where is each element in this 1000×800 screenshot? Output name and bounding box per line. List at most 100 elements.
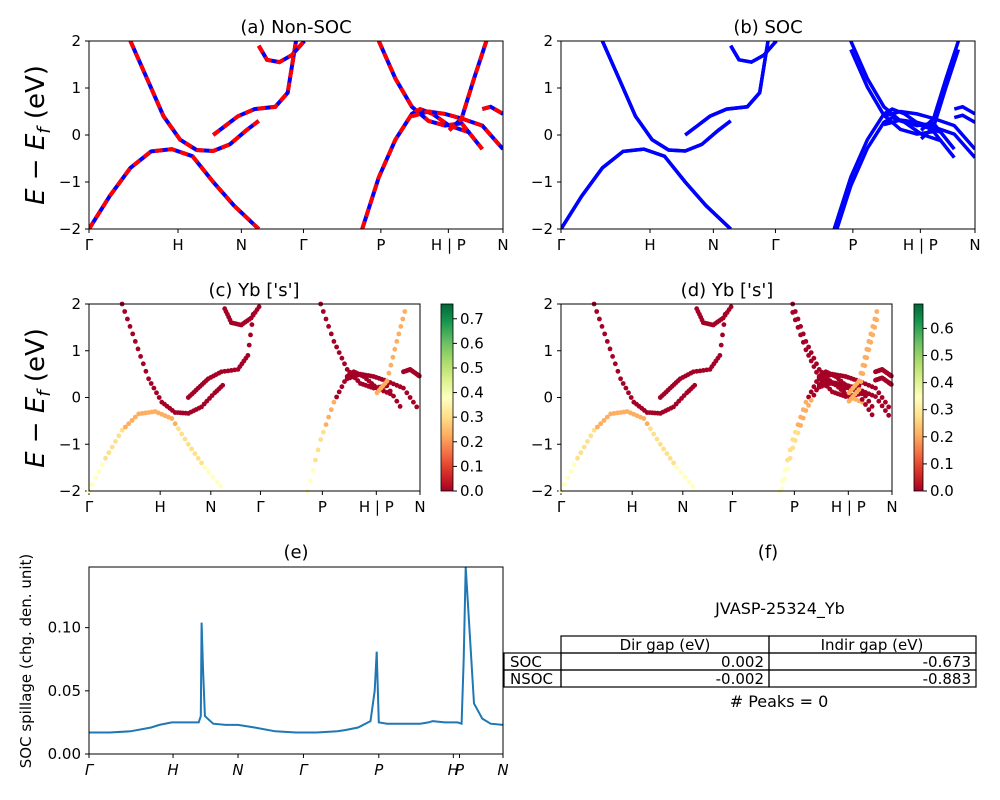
projection-point bbox=[561, 482, 567, 487]
colorbar-tick-label: 0.6 bbox=[460, 334, 484, 352]
x-tick-label: H | P bbox=[431, 236, 466, 254]
x-tick-label: N bbox=[497, 236, 508, 254]
projection-point bbox=[326, 324, 331, 329]
projection-point bbox=[607, 346, 613, 352]
projection-point bbox=[568, 469, 574, 474]
colorbar-tick-label: 0.2 bbox=[930, 428, 954, 446]
projection-point bbox=[182, 436, 188, 442]
projection-point bbox=[858, 379, 864, 384]
soc-band bbox=[729, 41, 778, 64]
projection-point bbox=[402, 309, 408, 314]
projection-point bbox=[123, 424, 128, 430]
panel-b-title: (b) SOC bbox=[733, 17, 802, 38]
projection-point bbox=[387, 388, 393, 394]
y-tick-label: 0.05 bbox=[48, 682, 81, 700]
projection-point bbox=[795, 430, 801, 436]
projection-point bbox=[113, 439, 118, 444]
projection-point bbox=[874, 317, 880, 323]
projection-point bbox=[876, 390, 882, 396]
projection-point bbox=[674, 465, 680, 470]
projection-point bbox=[800, 415, 806, 421]
projection-point bbox=[604, 414, 610, 420]
panel-a-frame bbox=[88, 40, 504, 230]
row-nsoc-label: NSOC bbox=[510, 670, 553, 688]
y-tick-label: 0 bbox=[71, 389, 81, 407]
projection-point bbox=[140, 361, 146, 367]
projection-point bbox=[400, 316, 406, 322]
y-tick-label: 1 bbox=[543, 79, 553, 97]
projection-point bbox=[176, 426, 181, 432]
projection-point bbox=[811, 384, 817, 390]
projection-point bbox=[218, 483, 224, 489]
projection-point bbox=[661, 446, 666, 452]
projection-point bbox=[594, 309, 600, 314]
projection-point bbox=[868, 339, 874, 345]
panel-e-ylabel: SOC spillage (chg. den. unit) bbox=[17, 554, 35, 769]
y-tick-label: 0 bbox=[71, 126, 81, 144]
projection-point bbox=[326, 414, 331, 420]
soc-band bbox=[919, 48, 961, 141]
x-tick-label: H | P bbox=[359, 498, 394, 516]
projection-point bbox=[886, 412, 892, 418]
colorbar-tick-label: 0.5 bbox=[460, 359, 484, 377]
panel-e-frame bbox=[88, 566, 504, 755]
x-tick-label: H bbox=[155, 498, 166, 516]
projection-point bbox=[792, 317, 798, 323]
projection-point bbox=[869, 404, 875, 409]
projection-point bbox=[863, 402, 868, 407]
x-tick-label: Γ bbox=[771, 236, 780, 254]
nonsoc-band bbox=[447, 41, 489, 132]
panel-c-colorbar-ticks: 0.7 0.6 0.5 0.4 0.3 0.2 0.1 0.0 bbox=[453, 310, 484, 500]
projection-point bbox=[320, 309, 326, 314]
projection-point bbox=[143, 368, 149, 374]
projection-point bbox=[595, 424, 600, 430]
header-indir-gap: Indir gap (eV) bbox=[821, 636, 924, 654]
projection-point bbox=[189, 446, 195, 452]
projection-point bbox=[612, 361, 618, 367]
spillage-line bbox=[89, 566, 504, 734]
projection-point bbox=[130, 331, 136, 337]
projection-point bbox=[886, 404, 892, 410]
nonsoc-band-base bbox=[376, 41, 484, 151]
material-id: JVASP-25324_Yb bbox=[714, 599, 845, 619]
soc-band bbox=[684, 41, 770, 137]
gap-table bbox=[503, 635, 977, 688]
panel-e-plot: Γ H N Γ P HP N0.100.050.00 bbox=[48, 566, 509, 779]
projection-point bbox=[879, 403, 885, 409]
nonsoc-band bbox=[411, 109, 503, 151]
x-tick-label: P bbox=[848, 236, 857, 254]
projection-point bbox=[601, 418, 607, 423]
panel-d-colorbar bbox=[913, 303, 924, 492]
projection-point bbox=[404, 390, 410, 396]
projection-point bbox=[401, 385, 406, 391]
projection-point bbox=[336, 350, 342, 355]
projection-point bbox=[116, 433, 122, 439]
y-tick-label: 0.10 bbox=[48, 619, 81, 637]
projection-point bbox=[667, 455, 673, 461]
projection-point bbox=[623, 385, 629, 391]
x-tick-label: H bbox=[644, 236, 655, 254]
x-tick-label: H bbox=[167, 761, 178, 779]
projection-point bbox=[798, 423, 803, 428]
projection-point bbox=[342, 361, 347, 367]
row-soc-dir: 0.002 bbox=[721, 653, 764, 671]
colorbar-tick-label: 0.3 bbox=[460, 408, 484, 426]
projection-point bbox=[331, 339, 337, 344]
x-tick-label: Γ bbox=[85, 761, 95, 779]
y-tick-label: −1 bbox=[59, 435, 81, 453]
panel-b-frame bbox=[560, 40, 976, 230]
projection-point bbox=[588, 433, 594, 439]
projection-point bbox=[585, 439, 590, 444]
projection-point bbox=[132, 414, 138, 420]
projection-point bbox=[790, 310, 796, 315]
projection-point bbox=[806, 394, 811, 400]
y-tick-label: −2 bbox=[531, 482, 553, 500]
projection-point bbox=[122, 309, 128, 314]
projection-point bbox=[202, 465, 208, 470]
projection-point bbox=[384, 378, 390, 384]
colorbar-tick-label: 0.4 bbox=[460, 384, 484, 402]
projection-point bbox=[717, 353, 723, 358]
projection-point bbox=[199, 460, 204, 466]
projection-point bbox=[256, 304, 262, 310]
